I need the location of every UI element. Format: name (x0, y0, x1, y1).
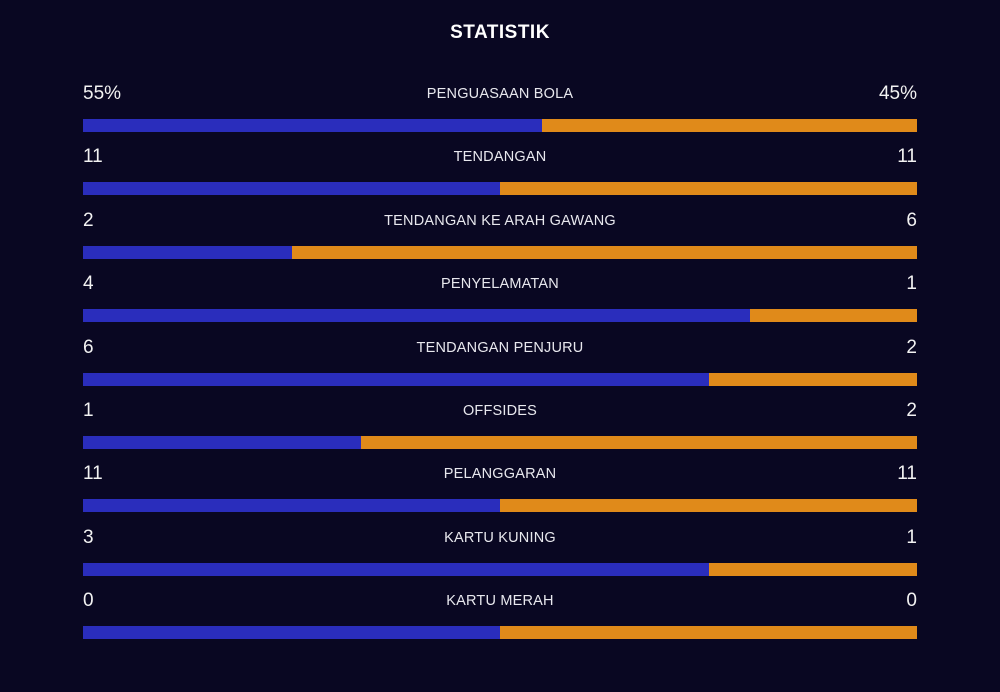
stat-label: TENDANGAN KE ARAH GAWANG (384, 212, 616, 229)
stat-label: PENYELAMATAN (441, 276, 559, 293)
comparison-bar (83, 562, 917, 576)
stats-list: 55% PENGUASAAN BOLA 45% 11 TENDANGAN 11 … (83, 80, 917, 651)
stat-row-tendangan-ke-arah-gawang: 2 TENDANGAN KE ARAH GAWANG 6 (83, 207, 917, 270)
away-value: 2 (906, 336, 917, 358)
stat-row-penguasaan-bola: 55% PENGUASAAN BOLA 45% (83, 80, 917, 143)
away-bar-segment (500, 499, 917, 513)
page-title: STATISTIK (450, 22, 550, 43)
stat-label: KARTU MERAH (446, 593, 554, 610)
home-bar-segment (83, 182, 500, 196)
away-value: 45% (878, 83, 917, 104)
home-bar-segment (83, 245, 292, 259)
home-value: 0 (83, 590, 94, 612)
stat-row-offsides: 1 OFFSIDES 2 (83, 397, 917, 460)
stat-header: 11 TENDANGAN 11 (83, 143, 917, 171)
away-bar-segment (708, 562, 917, 576)
comparison-bar (83, 499, 917, 513)
home-bar-segment (83, 435, 361, 449)
away-value: 1 (906, 526, 917, 548)
home-bar-segment (83, 309, 751, 323)
stat-row-tendangan: 11 TENDANGAN 11 (83, 143, 917, 206)
comparison-bar (83, 372, 917, 386)
comparison-bar (83, 182, 917, 196)
home-bar-segment (83, 562, 709, 576)
home-value: 3 (83, 526, 94, 548)
comparison-bar (83, 309, 917, 323)
stat-label: OFFSIDES (462, 402, 538, 419)
home-value: 4 (83, 273, 94, 295)
stat-label: PELANGGARAN (443, 466, 557, 483)
comparison-bar (83, 245, 917, 259)
stat-row-tendangan-penjuru: 6 TENDANGAN PENJURU 2 (83, 334, 917, 397)
comparison-bar (83, 626, 917, 640)
home-bar-segment (83, 499, 500, 513)
stat-header: 2 TENDANGAN KE ARAH GAWANG 6 (83, 207, 917, 235)
away-value: 1 (906, 273, 917, 295)
stat-header: 55% PENGUASAAN BOLA 45% (83, 80, 917, 108)
home-value: 11 (83, 146, 103, 168)
stat-header: 3 KARTU KUNING 1 (83, 524, 917, 552)
away-value: 6 (906, 209, 917, 231)
away-bar-segment (291, 245, 917, 259)
home-bar-segment (83, 626, 500, 640)
home-value: 2 (83, 209, 94, 231)
away-bar-segment (708, 372, 917, 386)
stat-row-kartu-merah: 0 KARTU MERAH 0 (83, 587, 917, 650)
home-bar-segment (83, 372, 709, 386)
stat-row-kartu-kuning: 3 KARTU KUNING 1 (83, 524, 917, 587)
home-value: 55% (83, 83, 122, 104)
stat-header: 0 KARTU MERAH 0 (83, 587, 917, 615)
comparison-bar (83, 119, 917, 132)
stat-label: TENDANGAN (453, 149, 547, 166)
stat-label: KARTU KUNING (444, 529, 556, 546)
away-bar-segment (500, 626, 917, 640)
away-bar-segment (360, 435, 917, 449)
stat-row-penyelamatan: 4 PENYELAMATAN 1 (83, 270, 917, 333)
home-value: 1 (83, 399, 94, 421)
home-bar-segment (83, 119, 542, 132)
away-value: 0 (906, 590, 917, 612)
comparison-bar (83, 435, 917, 449)
away-value: 11 (897, 146, 917, 168)
home-value: 6 (83, 336, 94, 358)
away-bar-segment (500, 182, 917, 196)
home-value: 11 (83, 463, 103, 485)
away-value: 11 (897, 463, 917, 485)
stat-header: 11 PELANGGARAN 11 (83, 460, 917, 488)
stat-header: 6 TENDANGAN PENJURU 2 (83, 334, 917, 362)
stat-label: TENDANGAN PENJURU (416, 339, 584, 356)
stat-header: 4 PENYELAMATAN 1 (83, 270, 917, 298)
away-value: 2 (906, 399, 917, 421)
away-bar-segment (541, 119, 917, 132)
away-bar-segment (750, 309, 917, 323)
stat-header: 1 OFFSIDES 2 (83, 397, 917, 425)
stat-label: PENGUASAAN BOLA (426, 86, 574, 102)
stat-row-pelanggaran: 11 PELANGGARAN 11 (83, 460, 917, 523)
